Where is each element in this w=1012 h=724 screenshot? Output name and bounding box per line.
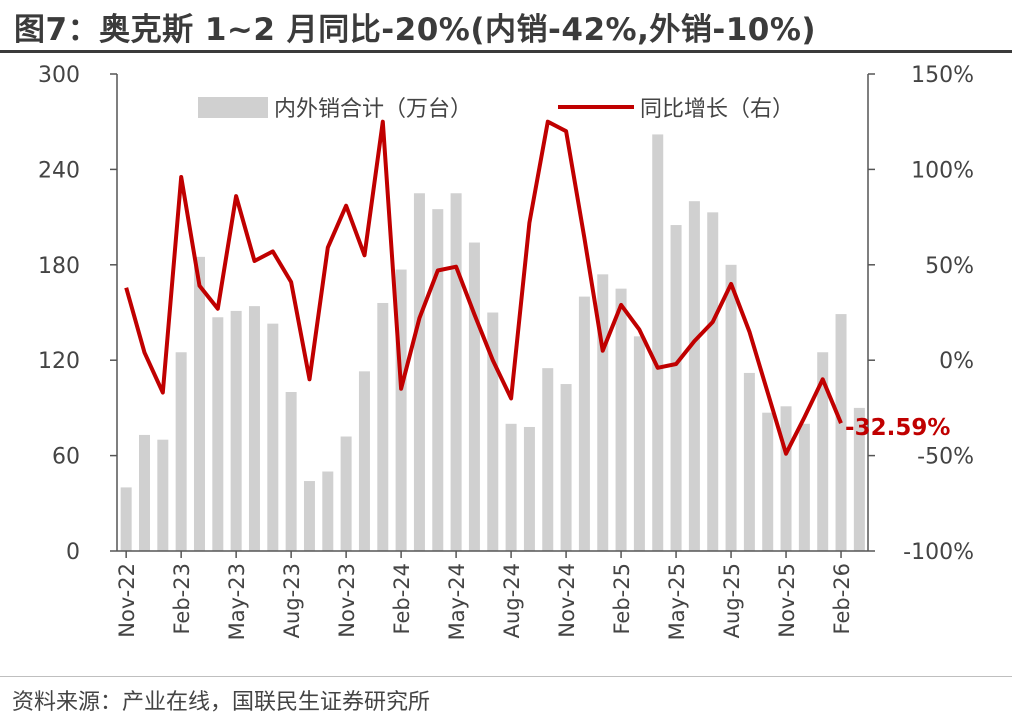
last-value-label: -32.59%: [845, 415, 950, 441]
bar: [707, 212, 719, 551]
bar: [743, 372, 755, 551]
line-series-group: -32.59%: [124, 119, 950, 456]
bar: [175, 352, 187, 551]
bar: [633, 336, 645, 551]
left-tick-label: 300: [38, 63, 80, 88]
bar: [395, 269, 407, 551]
axes: 300 240 180 120 60 0 150% 100% 50% 0% -50% -100% Nov…: [38, 63, 974, 640]
source-note: 资料来源：产业在线，国联民生证券研究所: [12, 690, 431, 715]
bar: [725, 264, 737, 551]
bar: [248, 306, 260, 551]
x-tick-label: Feb-25: [610, 563, 634, 634]
x-tick-label: May-23: [225, 563, 249, 640]
bar: [652, 134, 664, 552]
bar: [468, 242, 480, 552]
left-tick-label: 0: [66, 540, 80, 565]
bar: [377, 302, 389, 551]
x-tick-label: Nov-25: [775, 563, 799, 638]
bar: [358, 371, 370, 551]
bar: [285, 392, 297, 551]
right-tick-label: 50%: [925, 254, 974, 279]
left-tick-label: 180: [38, 254, 80, 279]
bar: [762, 412, 774, 551]
x-tick-label: May-25: [665, 563, 689, 640]
bar-series: [120, 134, 865, 552]
right-tick-label: -50%: [917, 445, 974, 470]
x-tick-label: May-24: [445, 563, 469, 640]
right-tick-label: -100%: [903, 540, 974, 565]
x-tick-label: Feb-26: [830, 563, 854, 634]
legend: 内外销合计（万台） 同比增长（右）: [198, 97, 794, 122]
bar: [230, 310, 242, 551]
bar: [303, 481, 315, 551]
bar: [193, 256, 205, 551]
source-divider: [0, 676, 1012, 677]
bar: [542, 368, 554, 551]
x-tick-label: Aug-23: [280, 563, 304, 638]
legend-bar-label: 内外销合计（万台）: [274, 97, 472, 122]
bar: [212, 317, 224, 551]
x-tick-label: Feb-24: [390, 563, 414, 634]
right-tick-label: 0%: [939, 349, 974, 374]
bar: [670, 225, 682, 552]
yoy-growth-line: [124, 119, 843, 456]
title-underline: [0, 50, 1012, 53]
legend-bar-swatch: [198, 97, 268, 118]
bar: [560, 384, 572, 551]
bar: [413, 193, 425, 551]
bar: [798, 423, 810, 551]
bar: [578, 296, 590, 551]
bar: [835, 314, 847, 551]
x-tick-label: Nov-22: [115, 563, 139, 638]
x-tick-label: Feb-23: [170, 563, 194, 634]
right-tick-label: 150%: [911, 63, 974, 88]
bar: [322, 471, 334, 551]
left-tick-label: 60: [52, 445, 80, 470]
x-tick-label: Aug-24: [500, 563, 524, 638]
x-tick-label: Nov-24: [555, 563, 579, 638]
bar: [432, 209, 444, 551]
bar: [487, 312, 499, 551]
x-tick-label: Nov-23: [335, 563, 359, 638]
bar: [138, 434, 150, 551]
bar: [853, 407, 865, 551]
bar: [688, 201, 700, 551]
bar: [523, 426, 535, 551]
bar: [615, 288, 627, 551]
bar: [817, 352, 829, 551]
left-tick-label: 120: [38, 349, 80, 374]
right-tick-label: 100%: [911, 158, 974, 183]
chart-title: 图7：奥克斯 1~2 月同比-20%(内销-42%,外销-10%): [14, 12, 817, 48]
bar: [157, 439, 169, 551]
legend-line-label: 同比增长（右）: [640, 97, 794, 122]
bar: [450, 193, 462, 551]
bar: [120, 487, 132, 551]
bar: [505, 423, 517, 551]
bar: [780, 406, 792, 551]
left-tick-label: 240: [38, 158, 80, 183]
bar: [267, 323, 279, 551]
bar: [597, 274, 609, 551]
x-tick-label: Aug-25: [720, 563, 744, 638]
chart-svg: 300 240 180 120 60 0 150% 100% 50% 0% -50% -100% Nov…: [38, 63, 974, 640]
bar: [340, 436, 352, 551]
